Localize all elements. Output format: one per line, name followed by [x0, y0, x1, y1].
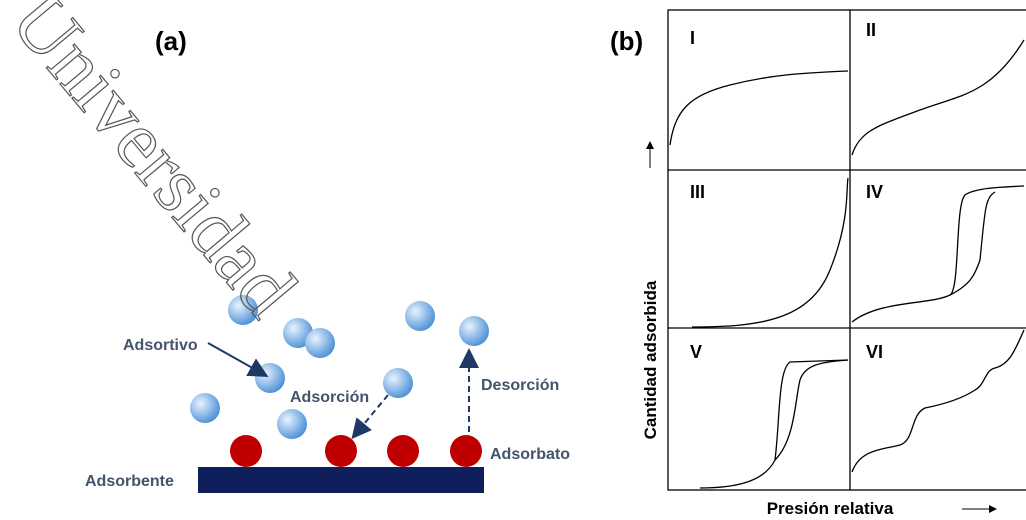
type-label: II: [866, 20, 876, 40]
type-label: I: [690, 28, 695, 48]
label: Desorción: [481, 377, 559, 394]
type-label: V: [690, 342, 702, 362]
isotherm-curves: [670, 40, 1024, 488]
panel-label: (b): [610, 26, 643, 56]
isotherm-grid: [668, 10, 1026, 490]
label: Adsortivo: [123, 337, 198, 354]
type-label: IV: [866, 182, 883, 202]
figure: (a) Adsortivo Adsorción Desorción Adsorb…: [0, 0, 1026, 520]
type-label: VI: [866, 342, 883, 362]
axis-label: Presión relativa: [767, 499, 894, 518]
adsorbate-particles: [230, 435, 482, 467]
label: Adsorbente: [85, 473, 174, 490]
panel-label: (a): [155, 26, 187, 56]
label: Adsorbato: [490, 446, 570, 463]
axis-label: Cantidad adsorbida: [641, 280, 660, 439]
adsorbent-surface: [198, 467, 484, 493]
label: Adsorción: [290, 389, 369, 406]
type-label: III: [690, 182, 705, 202]
arrow: [208, 343, 265, 375]
